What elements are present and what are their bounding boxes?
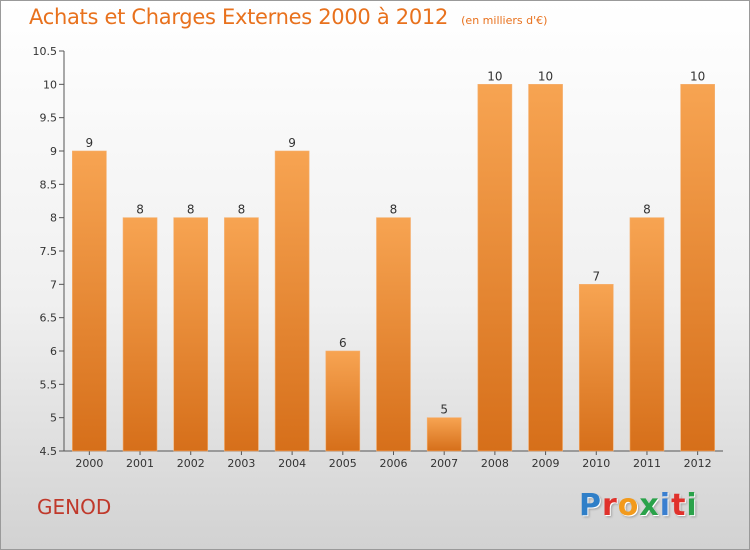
logo-letter: o [617,488,640,523]
y-tick-label: 6 [50,345,57,358]
logo-letter: i [659,488,672,523]
y-tick-label: 9.5 [40,112,58,125]
bar [325,350,361,452]
bar [680,84,715,452]
x-tick-label: 2008 [481,457,509,470]
bar-value-label: 8 [238,203,246,217]
x-tick-label: 2011 [633,457,661,470]
bar [477,84,513,452]
x-tick-label: 2000 [75,457,103,470]
bar [173,217,209,452]
chart-title: Achats et Charges Externes 2000 à 2012 [29,5,449,29]
bar [376,217,411,452]
bar-value-label: 10 [690,69,705,83]
x-tick-label: 2004 [278,457,306,470]
bar-value-label: 8 [643,203,651,217]
x-tick-label: 2002 [177,457,205,470]
bar [224,217,259,452]
bar-value-label: 10 [538,69,553,83]
bar-value-label: 10 [487,69,502,83]
y-tick-label: 5.5 [40,378,58,391]
bar [578,284,614,452]
x-tick-label: 2005 [329,457,357,470]
y-tick-label: 5 [50,412,57,425]
y-tick-label: 9 [50,145,57,158]
bar [528,84,563,452]
title-row: Achats et Charges Externes 2000 à 2012 (… [29,5,547,29]
proxiti-logo: Proxiti [579,488,698,523]
x-tick-label: 2012 [684,457,712,470]
y-tick-label: 4.5 [40,445,58,458]
x-tick-label: 2007 [430,457,458,470]
logo-letter: t [671,488,687,523]
y-tick-label: 10 [43,78,57,91]
y-tick-label: 8 [50,212,57,225]
bar [72,150,107,452]
bars-layer [72,84,715,452]
bar-value-label: 5 [440,403,448,417]
bar-value-label: 6 [339,336,347,350]
bar [629,217,665,452]
x-tick-label: 2010 [582,457,610,470]
y-tick-label: 7.5 [40,245,58,258]
y-tick-label: 10.5 [33,45,58,58]
y-tick-label: 8.5 [40,178,58,191]
y-tick-label: 6.5 [40,312,58,325]
commune-name: GENOD [37,495,112,519]
x-tick-label: 2009 [532,457,560,470]
logo-letter: P [579,488,602,523]
logo-letter: x [639,488,660,523]
x-tick-label: 2006 [380,457,408,470]
x-tick-label: 2001 [126,457,154,470]
bar-value-label: 8 [390,203,398,217]
bar-value-label: 8 [187,203,195,217]
bar [426,417,462,452]
bar [274,150,310,452]
labels-layer: 9 2000 8 2001 8 2002 8 2003 9 2004 6 2005 8 2006 5 2007… [75,69,711,470]
y-tick-label: 7 [50,278,57,291]
bar-value-label: 9 [288,136,296,150]
bar-value-label: 9 [86,136,94,150]
chart-subtitle: (en milliers d'€) [461,14,548,27]
logo-letter: i [686,488,698,523]
logo-letter: r [602,488,618,523]
bar-value-label: 7 [592,269,600,283]
bar [122,217,158,452]
x-tick-label: 2003 [227,457,255,470]
bar-value-label: 8 [136,203,144,217]
